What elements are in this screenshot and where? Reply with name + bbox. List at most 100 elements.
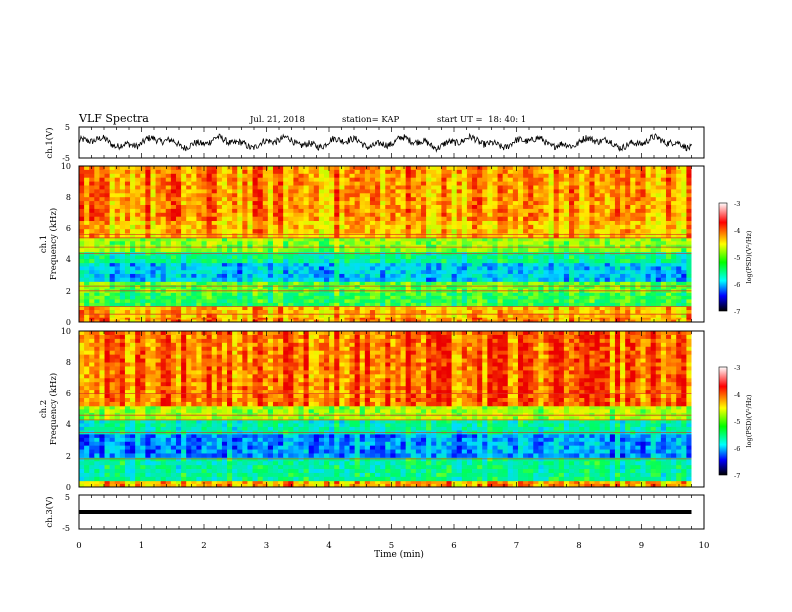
- spectrogram-cell: [324, 302, 330, 307]
- spectrogram-cell: [79, 237, 85, 242]
- spectrogram-cell: [487, 310, 493, 315]
- spectrogram-cell: [375, 317, 381, 321]
- spectrogram-cell: [201, 177, 207, 182]
- ch1-ytick-top: 5: [65, 123, 70, 132]
- spectrogram-cell: [94, 181, 100, 186]
- spectrogram-cell: [390, 205, 396, 210]
- spectrogram-cell: [130, 233, 136, 239]
- spectrogram-cell: [135, 173, 141, 179]
- spectrogram-cell: [160, 255, 167, 260]
- spectrogram-cell: [114, 299, 121, 304]
- spectrogram-cell: [415, 241, 422, 246]
- spectrogram-cell: [466, 220, 473, 226]
- spectrogram-cell: [395, 255, 401, 260]
- spectrogram-cell: [599, 299, 606, 304]
- spectrogram-cell: [635, 266, 641, 271]
- spectrogram-cell: [191, 205, 197, 210]
- spectrogram-cell: [221, 317, 228, 321]
- spectrogram-cell: [635, 277, 641, 282]
- spectrogram-cell: [191, 251, 197, 256]
- spectrogram-cell: [477, 251, 483, 256]
- spectrogram-cell: [140, 220, 146, 226]
- spectrogram-cell: [395, 299, 401, 304]
- spectrogram-cell: [155, 173, 162, 179]
- spectrogram-cell: [359, 285, 366, 290]
- spectrogram-cell: [216, 212, 223, 218]
- spectrogram-cell: [344, 277, 350, 282]
- spectrogram-cell: [293, 177, 299, 182]
- spectrogram-cell: [558, 205, 565, 210]
- spectrogram-cell: [344, 177, 350, 182]
- spectrogram-cell: [380, 262, 386, 267]
- spectrogram-cell: [308, 248, 315, 253]
- spectrogram-cell: [196, 313, 202, 318]
- spectrogram-cell: [99, 169, 105, 175]
- spectrogram-cell: [308, 205, 315, 210]
- spectrogram-cell: [247, 229, 253, 234]
- spectrogram-cell: [170, 277, 177, 282]
- spectrogram-cell: [329, 292, 335, 297]
- spectrogram-cell: [466, 266, 473, 271]
- spectrogram-cell: [472, 295, 478, 300]
- spectrogram-cell: [650, 295, 657, 300]
- spectrogram-cell: [517, 169, 524, 175]
- spectrogram-cell: [451, 220, 458, 226]
- spectrogram-cell: [686, 255, 692, 260]
- spectrogram-cell: [94, 277, 100, 282]
- spectrogram-cell: [533, 285, 539, 290]
- spectrogram-cell: [191, 302, 197, 307]
- spectrogram-cell: [119, 299, 126, 304]
- spectrogram-cell: [507, 277, 514, 282]
- spectrogram-cell: [431, 173, 437, 179]
- spectrogram-cell: [589, 259, 595, 264]
- spectrogram-cell: [79, 310, 85, 315]
- spectrogram-cell: [492, 270, 498, 275]
- spectrogram-cell: [579, 212, 585, 218]
- spectrogram-cell: [574, 212, 580, 218]
- spectrogram-cell: [278, 319, 284, 323]
- spectrogram-cell: [288, 270, 294, 275]
- spectrogram-cell: [196, 169, 202, 175]
- spectrogram-cell: [466, 233, 473, 239]
- spectrogram-cell: [186, 255, 192, 260]
- spectrogram-cell: [574, 189, 580, 194]
- spectrogram-cell: [247, 306, 253, 311]
- spectrogram-cell: [354, 306, 361, 311]
- spectrogram-cell: [441, 201, 447, 206]
- spectrogram-cell: [589, 255, 595, 260]
- spectrogram-cell: [114, 241, 121, 246]
- spectrogram-cell: [252, 299, 259, 304]
- spectrogram-cell: [349, 177, 356, 182]
- spectrogram-cell: [313, 262, 320, 267]
- spectrogram-cell: [119, 201, 126, 206]
- spectrogram-cell: [574, 197, 580, 202]
- spectrogram-cell: [308, 208, 315, 214]
- spectrogram-cell: [354, 251, 361, 256]
- spectrogram-cell: [124, 177, 131, 182]
- spectrogram-cell: [395, 248, 401, 253]
- spectrogram-cell: [155, 317, 162, 321]
- spectrogram-cell: [354, 259, 361, 264]
- spectrogram-cell: [104, 189, 111, 194]
- spectrogram-cell: [339, 229, 345, 234]
- spectrogram-cell: [175, 216, 182, 221]
- spectrogram-cell: [211, 313, 218, 318]
- spectrogram-cell: [589, 237, 595, 242]
- spectrogram-cell: [681, 212, 687, 218]
- spectrogram-cell: [221, 248, 228, 253]
- spectrogram-cell: [94, 306, 100, 311]
- spectrogram-cell: [686, 205, 692, 210]
- spectrogram-cell: [686, 251, 692, 256]
- spectrogram-cell: [599, 270, 606, 275]
- spectrogram-cell: [369, 177, 376, 182]
- spectrogram-cell: [538, 281, 544, 286]
- spectrogram-cell: [538, 319, 544, 323]
- spectrogram-cell: [431, 270, 437, 275]
- spectrogram-cell: [170, 302, 177, 307]
- spectrogram-cell: [671, 173, 677, 179]
- spectrogram-cell: [237, 302, 243, 307]
- spectrogram-cell: [175, 237, 182, 242]
- spectrogram-cell: [584, 197, 590, 202]
- spectrogram-cell: [650, 251, 657, 256]
- spectrogram-cell: [538, 229, 544, 234]
